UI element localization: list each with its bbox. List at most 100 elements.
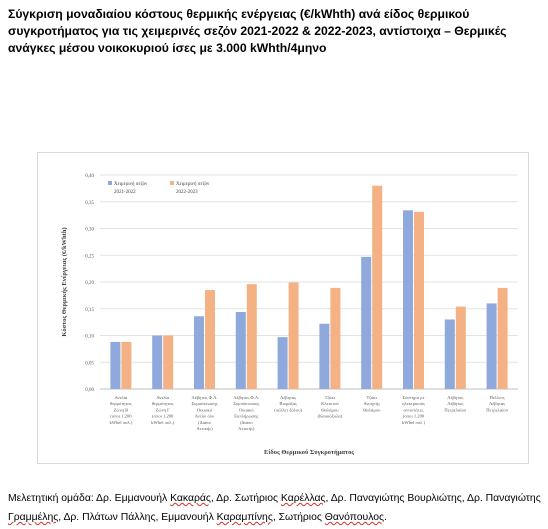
x-tick-label: ηλεκτρικούς bbox=[402, 401, 425, 406]
x-tick-label: kWhel πολ.) bbox=[109, 420, 132, 425]
credit-name-part: Δρ. Παναγιώτης bbox=[467, 493, 541, 504]
bar-2022-2023 bbox=[330, 287, 341, 389]
x-tick-label: Ανοιχτής bbox=[363, 401, 380, 406]
credits-names: Δρ. Εμμανουήλ Κακαράς, Δρ. Σωτήριος Καρέ… bbox=[8, 493, 541, 523]
bar-2022-2023 bbox=[455, 306, 466, 389]
credit-name-part: Δρ. Παναγιώτης Βουρλιώτης bbox=[330, 493, 462, 504]
x-tick-label: Λέβητας Φ.Α. bbox=[233, 395, 259, 400]
x-tick-label: Συμπύκνωσης bbox=[233, 401, 259, 406]
x-tick-label: (Διάπο bbox=[198, 420, 211, 425]
bar-2021-2022 bbox=[444, 319, 455, 389]
credit-surname: Γραμμέλης bbox=[8, 512, 59, 523]
x-tick-label: θερμότητας bbox=[152, 401, 174, 406]
x-tick-label: Λέβητας Φ.Α. bbox=[191, 395, 217, 400]
legend-label: Χειμερινή σεζόν bbox=[176, 181, 210, 187]
y-tick-label: 0,10 bbox=[85, 335, 94, 340]
x-tick-label: kWhel πολ.) bbox=[151, 420, 174, 425]
credit-name-part: Δρ. Εμμανουήλ bbox=[96, 493, 171, 504]
bar-2022-2023 bbox=[497, 287, 508, 389]
x-tick-label: (Διάπο bbox=[240, 420, 253, 425]
x-tick-label: Βιομάζας bbox=[279, 401, 297, 406]
x-tick-label: kWhel πολ.) bbox=[402, 420, 425, 425]
legend-swatch bbox=[108, 181, 112, 185]
bar-2022-2023 bbox=[163, 335, 174, 389]
bar-2021-2022 bbox=[319, 323, 330, 389]
credits-prefix: Μελετητική ομάδα: bbox=[8, 493, 97, 504]
y-tick-label: 0,30 bbox=[85, 228, 94, 233]
legend-swatch bbox=[170, 181, 174, 185]
x-tick-label: Αντλία bbox=[156, 395, 169, 400]
x-tick-label: Οικιακό bbox=[239, 407, 255, 412]
x-tick-label: (σποι 1.200 bbox=[403, 414, 425, 419]
credit-name-part: Σωτήριος bbox=[278, 512, 325, 523]
x-tick-label: Λέβητας bbox=[280, 395, 296, 400]
credit-separator: , bbox=[210, 493, 217, 504]
credit-name-part: Δρ. Σωτήριος bbox=[216, 493, 281, 504]
x-tick-label: Πετρελαίου bbox=[486, 407, 508, 412]
x-tick-label: Πετρελαίου bbox=[444, 407, 466, 412]
credit-separator: , bbox=[272, 512, 279, 523]
y-tick-label: 0,40 bbox=[85, 174, 94, 179]
credit-separator: , bbox=[325, 493, 331, 504]
bar-2022-2023 bbox=[372, 185, 383, 389]
bar-chart: 0,00 0,05 0,10 0,15 0,20 0,25 0,30 0,35 0,40 Κόστ… bbox=[60, 174, 518, 456]
x-tick-label: Οικιακό bbox=[197, 407, 213, 412]
x-tick-label: Τζάκι bbox=[325, 395, 336, 400]
credit-separator: , bbox=[461, 493, 467, 504]
x-tick-label: Εκπλήρωσης bbox=[234, 414, 258, 419]
x-tick-label: θερμότητας bbox=[110, 401, 132, 406]
x-tick-label: Τζάκι bbox=[366, 395, 377, 400]
x-tick-label: (πέλλετ ξύλου) bbox=[274, 407, 302, 412]
page-title: Σύγκριση μοναδιαίου κόστους θερμικής ενέ… bbox=[8, 7, 507, 55]
y-tick-label: 0,35 bbox=[85, 201, 94, 206]
credit-name-part: Δρ. Πλάτων Πάλλης, Εμμανουήλ bbox=[63, 512, 217, 523]
legend-label: Χειμερινή σεζόν bbox=[114, 181, 148, 187]
x-tick-label: Πελλετς bbox=[489, 395, 504, 400]
y-tick-label: 0,15 bbox=[85, 308, 94, 313]
x-tick-label: Λέβητας bbox=[447, 401, 463, 406]
x-tick-label: Θαλάμου bbox=[321, 407, 339, 412]
credit-surname: Θανόπουλος bbox=[324, 512, 385, 523]
y-tick-label: 0,00 bbox=[85, 388, 94, 393]
credit-surname: Καραμπίνης bbox=[216, 512, 273, 523]
x-tick-label: Ζώνη Β bbox=[114, 407, 129, 412]
bar-2021-2022 bbox=[110, 341, 121, 389]
bar-2021-2022 bbox=[235, 311, 246, 389]
x-tick-label: Συμπύκνωσης bbox=[191, 401, 217, 406]
bar-2022-2023 bbox=[288, 282, 299, 389]
research-team-credits: Μελετητική ομάδα: Δρ. Εμμανουήλ Κακαράς,… bbox=[8, 489, 546, 527]
y-tick-label: 0,25 bbox=[85, 254, 94, 259]
bar-2022-2023 bbox=[414, 211, 424, 389]
bar-2022-2023 bbox=[246, 284, 257, 389]
x-tick-label: (σποι 1.200 bbox=[152, 414, 174, 419]
y-axis-label: Κόστος Θερμικής Ενέργειας (€/kWhth) bbox=[60, 227, 68, 336]
x-axis-label: Είδος Θερμικού Συγκροτήματος bbox=[264, 448, 354, 456]
x-tick-label: Λέβητας bbox=[489, 401, 505, 406]
bar-2021-2022 bbox=[152, 335, 163, 389]
y-tick-label: 0,20 bbox=[85, 281, 94, 286]
x-tick-label: Κλειστού bbox=[321, 401, 339, 406]
credit-surname: Κακαράς bbox=[170, 493, 211, 504]
x-tick-label: Αντίοι όλο bbox=[195, 414, 215, 419]
y-tick-label: 0,05 bbox=[85, 361, 94, 366]
x-tick-label: Ζώνη Γ bbox=[156, 407, 170, 412]
x-tick-label: Αττικής) bbox=[238, 426, 255, 431]
bar-2021-2022 bbox=[194, 316, 204, 389]
bar-2021-2022 bbox=[403, 210, 413, 389]
credit-separator: , bbox=[58, 512, 64, 523]
legend-label: 2021-2022 bbox=[114, 190, 136, 195]
x-tick-label: Σύστημα με bbox=[402, 395, 424, 400]
x-tick-label: (Καυσόξυλα) bbox=[318, 414, 343, 419]
credit-separator: . bbox=[384, 512, 387, 523]
x-tick-label: (σποι 1.200 bbox=[110, 414, 132, 419]
chart-container: 0,00 0,05 0,10 0,15 0,20 0,25 0,30 0,35 0,40 Κόστ… bbox=[37, 152, 529, 464]
bar-2021-2022 bbox=[361, 256, 372, 389]
x-tick-label: Αττικής) bbox=[196, 426, 213, 431]
bar-2022-2023 bbox=[205, 290, 215, 389]
bar-2021-2022 bbox=[277, 337, 288, 389]
credit-surname: Καρέλλας bbox=[280, 493, 326, 504]
x-tick-label: Αντλία bbox=[115, 395, 128, 400]
bar-2021-2022 bbox=[486, 303, 497, 389]
x-tick-label: Θαλάμου bbox=[363, 407, 381, 412]
legend-label: 2022-2023 bbox=[176, 190, 198, 195]
